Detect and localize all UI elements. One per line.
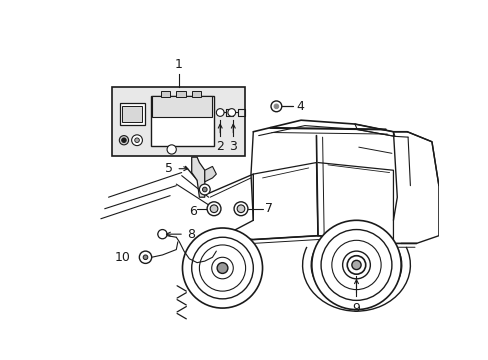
Bar — [152, 95, 212, 117]
Bar — [191, 91, 201, 97]
Text: 8: 8 — [187, 228, 195, 240]
Circle shape — [311, 220, 400, 310]
Circle shape — [270, 101, 281, 112]
Circle shape — [158, 230, 167, 239]
Circle shape — [210, 205, 218, 213]
Text: 6: 6 — [189, 204, 197, 217]
Bar — [176, 91, 185, 97]
Text: 1: 1 — [174, 58, 182, 71]
Circle shape — [199, 184, 210, 195]
Circle shape — [191, 237, 253, 299]
Bar — [122, 106, 142, 122]
Text: 4: 4 — [296, 100, 304, 113]
Circle shape — [131, 135, 142, 145]
Circle shape — [331, 240, 380, 289]
Circle shape — [227, 109, 235, 116]
Circle shape — [143, 255, 147, 260]
Circle shape — [119, 136, 128, 145]
Circle shape — [139, 251, 151, 264]
Circle shape — [274, 104, 278, 109]
Circle shape — [202, 187, 207, 192]
Circle shape — [321, 230, 391, 300]
Circle shape — [342, 251, 369, 279]
Polygon shape — [204, 166, 216, 182]
Circle shape — [217, 263, 227, 274]
Circle shape — [351, 260, 360, 270]
Circle shape — [234, 202, 247, 216]
Circle shape — [211, 257, 233, 279]
Circle shape — [207, 202, 221, 216]
Text: 5: 5 — [165, 162, 173, 175]
Text: 3: 3 — [229, 140, 237, 153]
Bar — [120, 103, 144, 125]
Polygon shape — [191, 157, 204, 197]
Circle shape — [122, 138, 126, 143]
Bar — [112, 87, 244, 156]
Circle shape — [135, 138, 139, 143]
Text: 9: 9 — [352, 302, 360, 315]
Circle shape — [167, 145, 176, 154]
Circle shape — [182, 228, 262, 308]
Bar — [151, 95, 214, 145]
Text: 2: 2 — [216, 140, 224, 153]
Bar — [161, 91, 170, 97]
Text: 10: 10 — [114, 251, 130, 264]
Circle shape — [216, 109, 224, 116]
Circle shape — [346, 256, 365, 274]
Circle shape — [237, 205, 244, 213]
Text: 7: 7 — [264, 202, 272, 215]
